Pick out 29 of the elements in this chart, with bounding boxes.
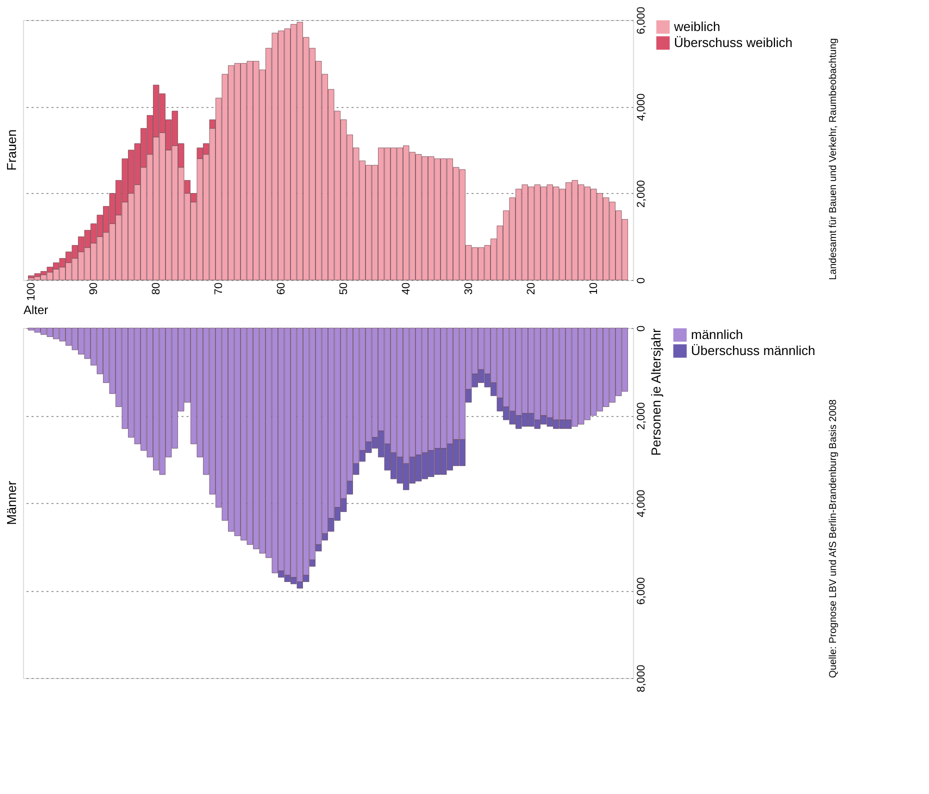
y-tick-label: 4,000 <box>636 93 648 121</box>
x-axis-title: Alter <box>24 302 48 317</box>
text: Frauen <box>4 129 19 171</box>
x-tick-label: 100 <box>26 282 38 301</box>
y-tick-label: 0 <box>636 277 648 284</box>
y-tick-label: 2,000 <box>636 180 648 208</box>
y-tick-label: 2,000 <box>636 402 648 430</box>
y-tick-label: 8,000 <box>636 664 648 692</box>
legend-label: Überschuss weiblich <box>674 35 792 50</box>
y-tick-label: 0 <box>636 325 648 332</box>
x-tick-label: 10 <box>588 282 600 295</box>
x-tick-label: 90 <box>88 282 100 295</box>
x-tick-label: 40 <box>400 282 413 295</box>
y-tick-label: 6,000 <box>636 6 648 34</box>
legend-label: männlich <box>691 327 744 342</box>
legend-label: Überschuss männlich <box>691 343 816 358</box>
x-tick-label: 20 <box>526 282 538 295</box>
text: Landesamt für Bauen und Verkehr, Raumbeobachtung <box>828 38 839 280</box>
source-note: Quelle: Prognose LBV und AfS Berlin-Brandenburg Basis 2008 <box>828 399 839 678</box>
x-tick-label: 80 <box>150 282 163 295</box>
x-tick-label: 30 <box>463 282 476 295</box>
legend-label: weiblich <box>673 19 720 34</box>
x-tick-label: 60 <box>276 282 288 295</box>
y-axis-title: Personen je Altersjahr <box>648 328 664 456</box>
y-tick-label: 4,000 <box>636 490 648 518</box>
x-tick-label: 50 <box>338 282 350 295</box>
text: Männer <box>4 480 19 526</box>
y-tick-label: 6,000 <box>636 577 648 605</box>
x-tick-label: 70 <box>213 282 226 295</box>
